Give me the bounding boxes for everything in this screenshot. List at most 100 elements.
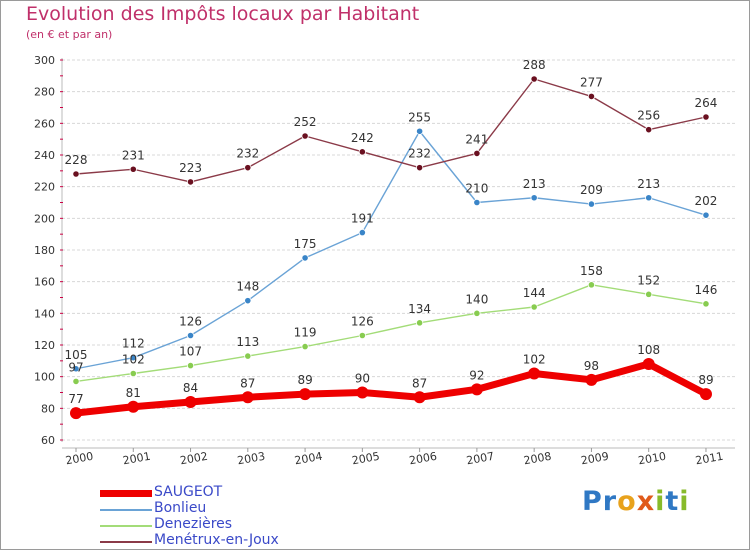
x-tick-label: 2008	[523, 450, 553, 468]
data-label-saugeot: 92	[469, 368, 484, 382]
data-point-bonlieu	[645, 194, 653, 202]
data-point-bonlieu	[244, 297, 252, 305]
data-point-bonlieu	[473, 198, 481, 207]
data-label-saugeot: 108	[637, 343, 660, 357]
data-point-saugeot	[356, 386, 369, 399]
data-point-men-trux-en-joux	[416, 164, 424, 172]
chart-subtitle: (en € et par an)	[26, 28, 113, 41]
y-tick-label: 300	[34, 54, 55, 67]
data-label-men-trux-en-joux: 231	[122, 148, 145, 162]
data-point-denezi-res	[72, 377, 80, 386]
data-label-layer: 105 112 126 148 175 191 255 210 213 209 213 202 97 10…	[65, 58, 718, 406]
grid-layer	[62, 59, 735, 441]
data-label-bonlieu: 255	[408, 110, 431, 124]
data-point-men-trux-en-joux	[72, 170, 80, 178]
y-tick-label: 100	[34, 371, 55, 384]
data-point-denezi-res	[645, 290, 653, 298]
data-label-men-trux-en-joux: 264	[695, 96, 718, 110]
data-point-denezi-res	[186, 361, 195, 370]
chart-title: Evolution des Impôts locaux par Habitant	[26, 3, 420, 25]
logo-letter: t	[665, 486, 680, 517]
data-label-bonlieu: 213	[523, 177, 546, 191]
data-label-men-trux-en-joux: 232	[408, 147, 431, 161]
data-point-saugeot	[413, 391, 426, 404]
y-tick-label: 80	[41, 402, 55, 415]
data-label-denezi-res: 102	[122, 353, 145, 367]
data-point-bonlieu	[416, 127, 424, 135]
data-label-bonlieu: 191	[351, 212, 374, 226]
legend-label: SAUGEOT	[154, 484, 223, 500]
data-label-bonlieu: 148	[236, 280, 259, 294]
data-point-saugeot	[70, 407, 82, 420]
series-line-men-trux-en-joux	[75, 78, 707, 183]
data-point-men-trux-en-joux	[473, 149, 481, 158]
y-tick-label: 180	[34, 244, 55, 257]
data-point-denezi-res	[530, 303, 538, 311]
data-label-saugeot: 89	[698, 373, 713, 387]
data-label-men-trux-en-joux: 288	[523, 58, 546, 72]
y-tick-label: 220	[34, 181, 55, 194]
y-tick-label: 200	[34, 212, 55, 225]
y-tick-label: 240	[34, 149, 55, 162]
data-point-bonlieu	[301, 254, 309, 262]
logo-letter: i	[679, 486, 690, 517]
data-label-saugeot: 84	[183, 381, 198, 395]
data-point-bonlieu	[186, 331, 195, 340]
data-label-denezi-res: 97	[68, 360, 83, 374]
data-point-saugeot	[528, 367, 541, 380]
data-label-men-trux-en-joux: 256	[637, 109, 660, 123]
data-label-men-trux-en-joux: 223	[179, 161, 202, 175]
data-label-bonlieu: 126	[179, 315, 202, 329]
data-point-men-trux-en-joux	[645, 126, 653, 134]
data-label-men-trux-en-joux: 242	[351, 131, 374, 145]
axis-layer: 60 80 100 120 140 160 180 200 220 240 260 280 300 200…	[34, 54, 735, 467]
data-label-bonlieu: 210	[465, 182, 488, 196]
data-label-bonlieu: 213	[637, 177, 660, 191]
y-tick-label: 260	[34, 117, 55, 130]
data-label-saugeot: 102	[523, 353, 546, 367]
legend-swatch	[100, 541, 152, 543]
data-label-bonlieu: 112	[122, 337, 145, 351]
x-tick-label: 2002	[179, 450, 209, 468]
data-point-denezi-res	[244, 352, 252, 360]
data-label-denezi-res: 146	[695, 283, 718, 297]
data-point-bonlieu	[530, 194, 538, 202]
data-label-saugeot: 87	[412, 376, 427, 390]
data-point-men-trux-en-joux	[358, 148, 366, 156]
data-label-denezi-res: 113	[236, 335, 259, 349]
data-point-bonlieu	[702, 211, 710, 219]
legend-swatch	[100, 509, 152, 511]
data-point-saugeot	[127, 400, 140, 413]
logo-letter: r	[602, 486, 618, 517]
y-tick-label: 140	[34, 307, 55, 320]
logo-letter: P	[582, 486, 603, 517]
data-point-denezi-res	[702, 300, 710, 308]
x-tick-label: 2011	[694, 450, 724, 468]
data-label-saugeot: 77	[68, 392, 83, 406]
data-label-bonlieu: 175	[294, 237, 317, 251]
x-tick-label: 2003	[236, 450, 266, 468]
x-tick-label: 2007	[465, 450, 495, 468]
data-point-saugeot	[470, 383, 483, 396]
data-label-men-trux-en-joux: 228	[65, 153, 88, 167]
data-point-denezi-res	[301, 342, 309, 351]
data-point-men-trux-en-joux	[186, 178, 195, 186]
data-label-men-trux-en-joux: 252	[294, 115, 317, 129]
data-point-saugeot	[642, 358, 655, 370]
data-point-saugeot	[299, 388, 312, 401]
data-point-saugeot	[585, 373, 598, 386]
data-label-saugeot: 87	[240, 376, 255, 390]
proxiti-logo: Proxiti	[582, 486, 690, 517]
data-label-bonlieu: 209	[580, 183, 603, 197]
series-line-denezi-res	[75, 284, 707, 383]
series-line-bonlieu	[75, 130, 707, 370]
data-label-denezi-res: 158	[580, 264, 603, 278]
legend-swatch	[100, 525, 152, 527]
data-point-bonlieu	[587, 200, 596, 208]
data-point-bonlieu	[129, 354, 137, 362]
x-tick-label: 2001	[122, 450, 152, 468]
series-line-saugeot	[72, 360, 710, 417]
data-label-denezi-res: 119	[294, 326, 317, 340]
data-point-bonlieu	[358, 228, 366, 237]
